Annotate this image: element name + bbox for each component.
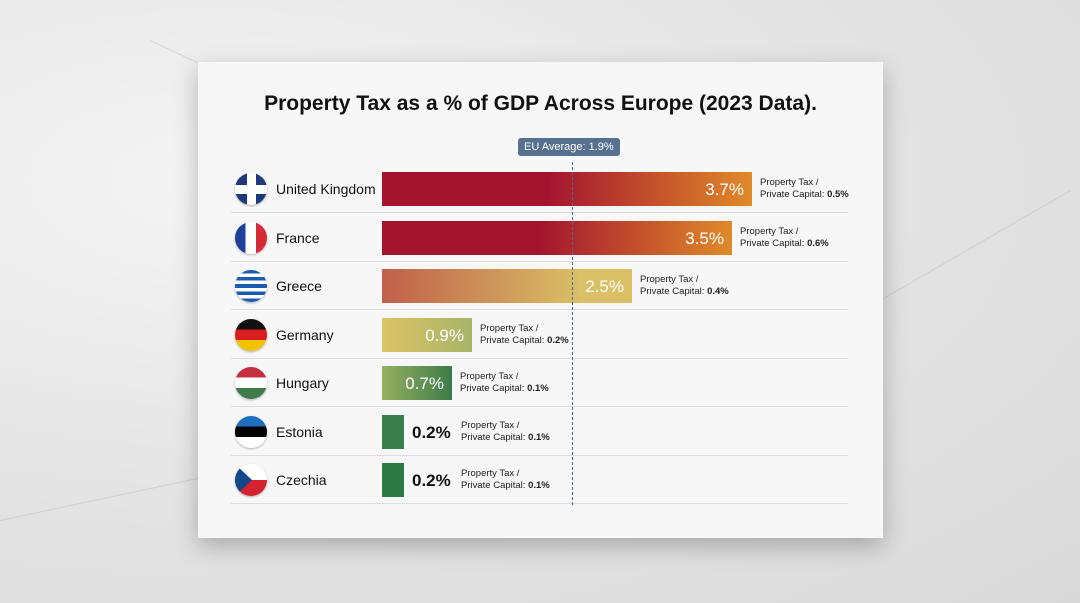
eu-average-line <box>572 162 573 505</box>
private-capital-note: Property Tax / Private Capital: 0.1% <box>460 371 549 395</box>
greece-flag-icon <box>235 270 267 302</box>
value-label: 3.5% <box>685 228 724 248</box>
note-label: Private Capital: <box>740 237 808 249</box>
note-prefix: Property Tax / <box>461 419 520 431</box>
bar <box>382 172 752 206</box>
secondary-value: 0.1% <box>528 480 550 491</box>
note-prefix: Property Tax / <box>461 468 520 479</box>
chart-title: Property Tax as a % of GDP Across Europe… <box>264 92 817 115</box>
estonia-flag-icon <box>235 415 267 448</box>
private-capital-note: Property Tax / Private Capital: 0.5% <box>760 177 849 201</box>
eu-average-label: EU Average: 1.9% <box>518 138 620 156</box>
chart-card: Property Tax as a % of GDP Across Europe… <box>198 62 883 538</box>
bar <box>382 463 404 497</box>
germany-flag-icon <box>235 318 267 351</box>
private-capital-note: Property Tax / Private Capital: 0.1% <box>461 468 550 492</box>
category-label: Germany <box>276 326 334 343</box>
france-flag-icon <box>235 221 267 254</box>
bar-row: Germany 0.9% Property Tax / Private Capital… <box>231 311 848 359</box>
marble-vein <box>879 190 1071 301</box>
category-label: Greece <box>276 278 322 294</box>
category-label: Czechia <box>276 472 327 488</box>
secondary-value: 0.6% <box>807 237 829 249</box>
private-capital-note: Property Tax / Private Capital: 0.1% <box>461 420 550 444</box>
category-label: United Kingdom <box>276 181 376 197</box>
note-prefix: Property Tax / <box>740 225 799 237</box>
bar-row: Estonia 0.2% Property Tax / Private Capital… <box>231 408 848 456</box>
note-label: Private Capital: <box>460 383 528 394</box>
plot-area: United Kingdom 3.7% Property Tax / Private … <box>198 62 883 538</box>
czechia-flag-icon <box>235 464 267 496</box>
category-label: Hungary <box>276 375 329 391</box>
secondary-value: 0.4% <box>707 286 729 297</box>
secondary-value: 0.5% <box>827 189 849 200</box>
category-label: Estonia <box>276 423 323 440</box>
bar <box>382 220 732 255</box>
note-label: Private Capital: <box>760 189 828 200</box>
secondary-value: 0.1% <box>528 431 550 443</box>
value-label: 0.7% <box>405 374 444 393</box>
note-prefix: Property Tax / <box>760 177 819 188</box>
private-capital-note: Property Tax / Private Capital: 0.4% <box>640 274 729 298</box>
note-label: Private Capital: <box>461 431 529 443</box>
note-prefix: Property Tax / <box>480 322 539 334</box>
value-label: 0.2% <box>412 422 451 442</box>
bar <box>382 269 632 303</box>
value-label: 0.9% <box>425 325 464 345</box>
note-label: Private Capital: <box>480 334 548 346</box>
bar <box>382 366 452 400</box>
bar-row: Hungary 0.7% Property Tax / Private Capital… <box>231 359 848 407</box>
secondary-value: 0.2% <box>547 334 569 346</box>
note-prefix: Property Tax / <box>640 274 699 285</box>
note-label: Private Capital: <box>640 286 708 297</box>
category-label: France <box>276 229 320 246</box>
bar-row: France 3.5% Property Tax / Private Capital:… <box>231 214 848 262</box>
private-capital-note: Property Tax / Private Capital: 0.6% <box>740 226 829 250</box>
note-prefix: Property Tax / <box>460 371 519 382</box>
bar <box>382 414 404 449</box>
value-label: 2.5% <box>585 277 624 296</box>
bar-row: Greece 2.5% Property Tax / Private Capital:… <box>231 262 848 310</box>
secondary-value: 0.1% <box>527 383 549 394</box>
bar-row: Czechia 0.2% Property Tax / Private Capital… <box>231 456 848 504</box>
bar-row: United Kingdom 3.7% Property Tax / Private … <box>231 165 849 213</box>
private-capital-note: Property Tax / Private Capital: 0.2% <box>480 323 569 347</box>
value-label: 3.7% <box>705 180 744 199</box>
value-label: 0.2% <box>412 471 451 490</box>
bar <box>382 317 472 352</box>
uk-flag-icon <box>235 173 267 205</box>
hungary-flag-icon <box>235 367 267 399</box>
note-label: Private Capital: <box>461 480 529 491</box>
